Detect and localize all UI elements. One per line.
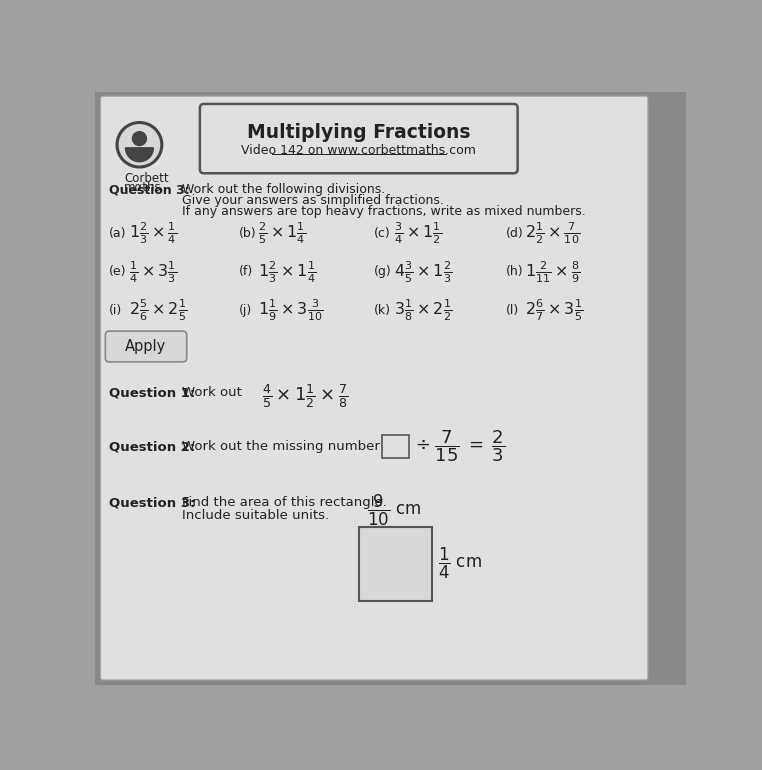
Text: (f): (f): [239, 266, 253, 278]
Text: $\div\;\dfrac{7}{15}\;=\;\dfrac{2}{3}$: $\div\;\dfrac{7}{15}\;=\;\dfrac{2}{3}$: [415, 429, 506, 464]
Text: Question 1:: Question 1:: [109, 387, 195, 399]
Circle shape: [120, 125, 159, 165]
Text: $2\frac{5}{6}\times2\frac{1}{5}$: $2\frac{5}{6}\times2\frac{1}{5}$: [129, 297, 187, 323]
Circle shape: [116, 122, 162, 168]
FancyBboxPatch shape: [105, 331, 187, 362]
Text: (c): (c): [374, 227, 391, 239]
Text: Find the area of this rectangle.: Find the area of this rectangle.: [182, 497, 387, 509]
Text: If any answers are top heavy fractions, write as mixed numbers.: If any answers are top heavy fractions, …: [182, 205, 586, 218]
Text: (i): (i): [109, 304, 123, 316]
Text: $1\frac{2}{3}\times1\frac{1}{4}$: $1\frac{2}{3}\times1\frac{1}{4}$: [258, 259, 316, 285]
Text: $\dfrac{1}{4}$ cm: $\dfrac{1}{4}$ cm: [438, 546, 482, 581]
FancyBboxPatch shape: [101, 96, 648, 680]
Text: $3\frac{1}{8}\times2\frac{1}{2}$: $3\frac{1}{8}\times2\frac{1}{2}$: [394, 297, 452, 323]
Text: Question 2:: Question 2:: [109, 440, 195, 453]
Text: $\frac{4}{5}\times1\frac{1}{2}\times\frac{7}{8}$: $\frac{4}{5}\times1\frac{1}{2}\times\fra…: [262, 383, 348, 410]
Text: Video 142 on www.corbettmaths.com: Video 142 on www.corbettmaths.com: [242, 145, 476, 157]
Text: (l): (l): [506, 304, 519, 316]
Text: (e): (e): [109, 266, 126, 278]
Text: Work out the missing number: Work out the missing number: [182, 440, 380, 453]
FancyBboxPatch shape: [200, 104, 517, 173]
Text: (d): (d): [506, 227, 523, 239]
Text: Include suitable units.: Include suitable units.: [182, 509, 329, 521]
Text: (k): (k): [374, 304, 391, 316]
Text: (b): (b): [239, 227, 256, 239]
Text: $\frac{2}{5}\times1\frac{1}{4}$: $\frac{2}{5}\times1\frac{1}{4}$: [258, 220, 306, 246]
Text: $\frac{3}{4}\times1\frac{1}{2}$: $\frac{3}{4}\times1\frac{1}{2}$: [394, 220, 442, 246]
Bar: [382, 435, 409, 458]
Text: Corbett: Corbett: [124, 172, 168, 185]
Wedge shape: [126, 148, 153, 162]
Circle shape: [133, 132, 146, 146]
Text: $1\frac{2}{3}\times\frac{1}{4}$: $1\frac{2}{3}\times\frac{1}{4}$: [129, 220, 177, 246]
Text: $\frac{1}{4}\times3\frac{1}{3}$: $\frac{1}{4}\times3\frac{1}{3}$: [129, 259, 177, 285]
Text: (g): (g): [374, 266, 392, 278]
Text: Work out: Work out: [182, 387, 242, 399]
Text: (h): (h): [506, 266, 523, 278]
Bar: [359, 527, 432, 601]
Text: Give your answers as simplified fractions.: Give your answers as simplified fraction…: [182, 194, 444, 207]
Text: $2\frac{1}{2}\times\frac{7}{10}$: $2\frac{1}{2}\times\frac{7}{10}$: [525, 220, 581, 246]
Text: (j): (j): [239, 304, 252, 316]
Text: $1\frac{2}{11}\times\frac{8}{9}$: $1\frac{2}{11}\times\frac{8}{9}$: [525, 259, 581, 285]
Text: Work out the following divisions.: Work out the following divisions.: [182, 183, 386, 196]
Text: Question 3:: Question 3:: [109, 497, 196, 509]
Text: $1\frac{1}{9}\times3\frac{3}{10}$: $1\frac{1}{9}\times3\frac{3}{10}$: [258, 297, 323, 323]
Text: mαths: mαths: [124, 181, 162, 194]
Text: Question 3:: Question 3:: [109, 183, 190, 196]
Text: $4\frac{3}{5}\times1\frac{2}{3}$: $4\frac{3}{5}\times1\frac{2}{3}$: [394, 259, 452, 285]
Text: (a): (a): [109, 227, 126, 239]
Text: Multiplying Fractions: Multiplying Fractions: [247, 123, 470, 142]
Text: Apply: Apply: [125, 339, 166, 354]
Text: $\dfrac{9}{10}$ cm: $\dfrac{9}{10}$ cm: [367, 493, 421, 528]
Text: $2\frac{6}{7}\times3\frac{1}{5}$: $2\frac{6}{7}\times3\frac{1}{5}$: [525, 297, 584, 323]
FancyBboxPatch shape: [95, 92, 686, 685]
Ellipse shape: [132, 150, 147, 161]
